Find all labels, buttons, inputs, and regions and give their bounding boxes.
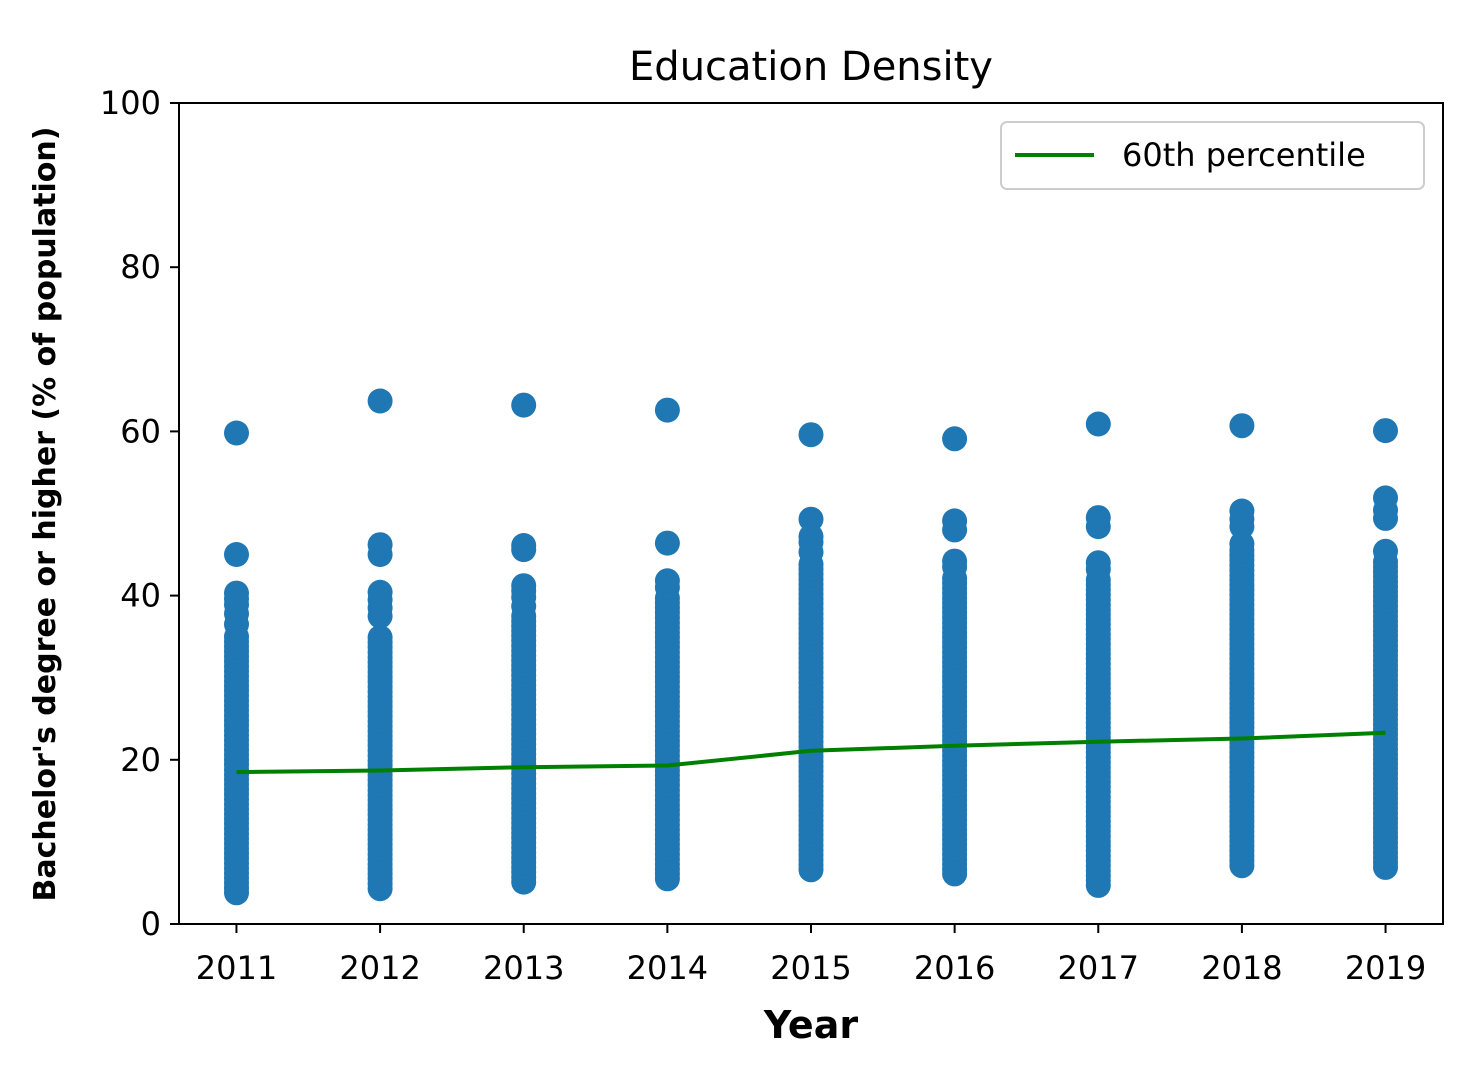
x-axis-label: Year: [763, 1003, 858, 1047]
y-tick-label-80: 80: [120, 248, 161, 286]
x-tick-label-2015: 2015: [770, 949, 851, 987]
scatter-point-2012-51: [367, 625, 393, 650]
y-tick-label-40: 40: [120, 577, 161, 615]
scatter-point-2011-58: [224, 542, 249, 567]
scatter-point-2019-67: [1373, 418, 1398, 444]
scatter-point-2014-60: [654, 530, 680, 556]
x-tick-label-2011: 2011: [196, 949, 277, 987]
scatter-point-2013-61: [511, 392, 537, 418]
x-axis-ticks: 2011 2012 2013 2014 2015 2016 2017 2018 2019: [196, 924, 1426, 987]
scatter-point-2016-65: [942, 426, 968, 452]
x-tick-label-2013: 2013: [483, 949, 564, 987]
chart-title: Education Density: [629, 44, 993, 90]
legend-label-60th-percentile: 60th percentile: [1122, 136, 1366, 174]
scatter-point-2019-66: [1373, 485, 1398, 511]
legend: 60th percentile: [1000, 121, 1425, 190]
y-tick-label-100: 100: [100, 84, 161, 122]
scatter-points-layer: [224, 388, 1398, 906]
y-tick-label-60: 60: [120, 412, 161, 450]
scatter-point-2016-64: [942, 508, 968, 534]
scatter-point-2012-57: [367, 532, 393, 558]
x-tick-label-2016: 2016: [914, 949, 995, 987]
scatter-point-2017-66: [1085, 505, 1111, 531]
scatter-point-2015-65: [798, 524, 824, 549]
y-tick-label-20: 20: [120, 741, 161, 779]
y-axis-ticks: 0 20 40 60 80 100: [100, 84, 179, 943]
scatter-point-2018-69: [1229, 413, 1255, 439]
x-tick-label-2019: 2019: [1345, 949, 1426, 987]
x-tick-label-2018: 2018: [1201, 949, 1282, 987]
scatter-point-2013-60: [511, 533, 537, 558]
x-tick-label-2012: 2012: [339, 949, 420, 987]
scatter-point-2014-61: [654, 397, 680, 423]
x-tick-label-2014: 2014: [627, 949, 708, 987]
y-tick-label-0: 0: [141, 905, 161, 943]
percentile-line-layer: [236, 730, 1386, 775]
scatter-point-2018-65: [1229, 531, 1255, 557]
scatter-point-2013-58: [511, 573, 537, 599]
scatter-point-2016-62: [942, 548, 968, 574]
scatter-point-2015-67: [798, 422, 824, 448]
legend-box: [1000, 121, 1425, 190]
scatter-point-2017-64: [1085, 550, 1111, 576]
series-line-60th-percentile: [236, 730, 1386, 775]
scatter-point-2018-68: [1229, 498, 1255, 524]
scatter-point-2014-59: [654, 568, 680, 594]
scatter-point-2015-66: [798, 506, 824, 532]
scatter-point-2017-67: [1085, 411, 1111, 437]
y-axis-label: Bachelor's degree or higher (% of popula…: [28, 127, 63, 902]
scatter-point-2019-63: [1373, 538, 1398, 564]
scatter-point-2012-55: [367, 579, 393, 605]
x-tick-label-2017: 2017: [1058, 949, 1139, 987]
scatter-point-2012-58: [367, 388, 393, 414]
scatter-point-2011-57: [224, 580, 249, 606]
scatter-point-2011-59: [224, 420, 249, 446]
